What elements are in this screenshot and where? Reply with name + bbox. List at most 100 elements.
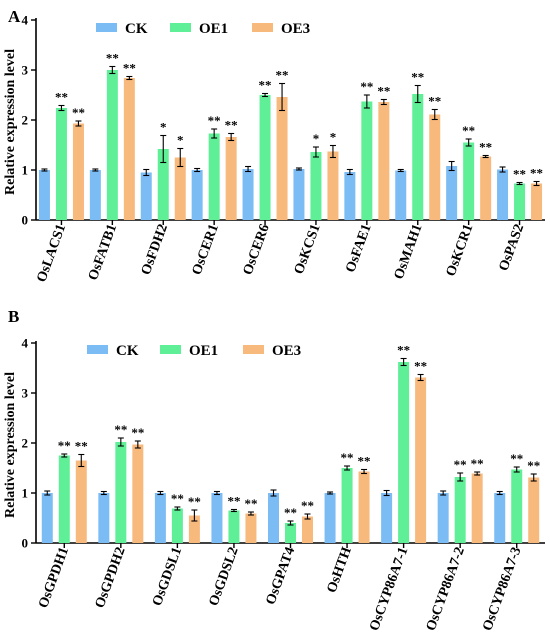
bar-oe1 bbox=[310, 152, 322, 220]
bar-oe3 bbox=[174, 157, 186, 220]
bar-oe3 bbox=[528, 477, 540, 543]
bar-oe3 bbox=[327, 151, 339, 220]
bar-oe1 bbox=[412, 94, 424, 220]
significance-mark: ** bbox=[259, 78, 272, 93]
bar-ck bbox=[446, 166, 458, 220]
bar-ck bbox=[268, 493, 279, 543]
bar-oe3 bbox=[358, 471, 370, 543]
bar-oe1 bbox=[208, 133, 220, 220]
significance-mark: ** bbox=[276, 68, 289, 83]
bar-oe3 bbox=[302, 516, 313, 543]
significance-mark: ** bbox=[377, 84, 390, 99]
significance-mark: ** bbox=[301, 498, 314, 513]
category-label: OsGDSL1 bbox=[150, 545, 185, 608]
significance-mark: ** bbox=[227, 494, 240, 509]
bar-oe1 bbox=[55, 108, 67, 220]
bar-ck bbox=[494, 493, 506, 543]
y-tick-label: 1 bbox=[22, 163, 29, 178]
chart-panel-b: B Relative expression level 0 1 2 3 4 CK OE1 OE3 *… bbox=[3, 307, 545, 632]
bar-ck bbox=[381, 493, 393, 543]
y-tick-label: 4 bbox=[22, 13, 29, 28]
category-label: OsCYP86A7-3 bbox=[480, 545, 524, 632]
legend-swatch-oe1 bbox=[160, 345, 181, 354]
significance-mark: ** bbox=[428, 94, 441, 109]
bar-ck bbox=[41, 493, 53, 543]
bar-oe1 bbox=[398, 362, 410, 543]
bar-oe1 bbox=[259, 95, 271, 220]
bar-oe3 bbox=[188, 515, 200, 543]
significance-mark: ** bbox=[131, 425, 144, 440]
significance-mark: * bbox=[313, 131, 320, 146]
significance-mark: ** bbox=[188, 494, 201, 509]
legend-swatch-oe3 bbox=[252, 23, 273, 32]
significance-mark: ** bbox=[358, 454, 371, 469]
legend-swatch-oe3 bbox=[243, 345, 264, 354]
category-label: OsCYP86A7-1 bbox=[367, 545, 411, 632]
bar-ck bbox=[89, 170, 101, 220]
bar-oe3 bbox=[480, 156, 492, 220]
significance-mark: ** bbox=[530, 166, 543, 181]
bar-oe1 bbox=[454, 477, 466, 543]
significance-mark: * bbox=[177, 133, 184, 148]
significance-mark: ** bbox=[360, 79, 373, 94]
y-tick-label: 2 bbox=[22, 436, 29, 451]
bar-oe1 bbox=[341, 468, 353, 543]
y-tick-label: 3 bbox=[22, 386, 29, 401]
significance-mark: ** bbox=[225, 118, 238, 133]
y-tick-label: 0 bbox=[22, 213, 29, 228]
bar-ck bbox=[344, 172, 356, 220]
bar-oe3 bbox=[225, 137, 237, 220]
bar-oe3 bbox=[276, 97, 288, 220]
significance-mark: ** bbox=[462, 123, 475, 138]
bar-ck bbox=[324, 493, 336, 543]
category-label: OsCER1 bbox=[190, 222, 222, 277]
bar-oe3 bbox=[429, 114, 441, 220]
bar-oe1 bbox=[106, 70, 118, 220]
panel-letter: A bbox=[8, 7, 21, 26]
category-label: OsFAE1 bbox=[343, 222, 374, 274]
legend-label-ck: CK bbox=[125, 21, 148, 37]
category-label: OsGPDH2 bbox=[93, 545, 129, 610]
significance-mark: ** bbox=[454, 457, 467, 472]
category-label: OsGPDH1 bbox=[36, 545, 72, 610]
legend-swatch-ck bbox=[87, 345, 108, 354]
chart-panel-a: A Relative expression level 0 1 2 3 4 CK OE1 OE3 *… bbox=[3, 7, 545, 284]
significance-mark: ** bbox=[510, 451, 523, 466]
significance-mark: ** bbox=[479, 140, 492, 155]
bar-ck bbox=[437, 493, 449, 543]
significance-mark: ** bbox=[114, 422, 127, 437]
significance-mark: ** bbox=[72, 105, 85, 120]
significance-mark: * bbox=[330, 130, 337, 145]
significance-mark: ** bbox=[527, 458, 540, 473]
bar-ck bbox=[497, 169, 509, 220]
bar-ck bbox=[98, 493, 110, 543]
y-tick-label: 1 bbox=[22, 486, 29, 501]
category-label: OsLACS1 bbox=[34, 222, 69, 284]
category-label: OsFDH2 bbox=[139, 222, 171, 277]
category-label: OsKCR1 bbox=[444, 222, 477, 278]
bar-oe1 bbox=[157, 149, 169, 220]
bar-oe1 bbox=[171, 508, 183, 543]
significance-mark: * bbox=[160, 120, 167, 135]
bar-oe1 bbox=[228, 510, 240, 543]
significance-mark: ** bbox=[513, 167, 526, 182]
bar-oe3 bbox=[245, 513, 257, 543]
significance-mark: ** bbox=[208, 113, 221, 128]
panel-letter: B bbox=[8, 307, 19, 326]
legend-label-oe1: OE1 bbox=[189, 343, 218, 359]
y-tick-label: 4 bbox=[22, 336, 29, 351]
legend-swatch-ck bbox=[96, 23, 117, 32]
significance-mark: ** bbox=[106, 51, 119, 66]
significance-mark: ** bbox=[414, 359, 427, 374]
bar-ck bbox=[140, 172, 152, 220]
bar-ck bbox=[395, 170, 407, 220]
significance-mark: ** bbox=[244, 496, 257, 511]
bar-oe3 bbox=[123, 78, 135, 220]
significance-mark: ** bbox=[171, 491, 184, 506]
bar-oe1 bbox=[115, 442, 127, 543]
significance-mark: ** bbox=[471, 456, 484, 471]
y-axis-label: Relative expression level bbox=[3, 49, 18, 195]
bar-oe3 bbox=[72, 123, 84, 220]
category-label: OsFATB1 bbox=[86, 222, 120, 282]
